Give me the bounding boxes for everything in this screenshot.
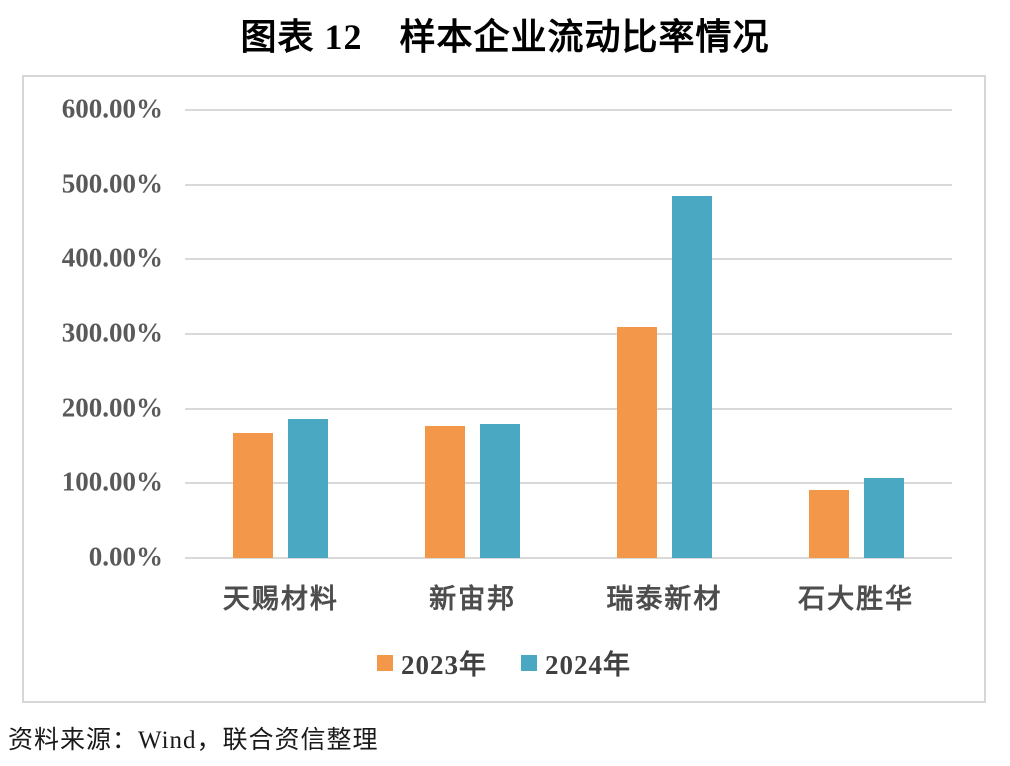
bar-2024年-石大胜华 [863, 478, 904, 558]
legend-swatch-icon [377, 654, 393, 671]
bar-group [185, 110, 377, 558]
gridline [185, 333, 952, 335]
y-tick-label: 100.00% [61, 466, 163, 497]
y-tick-label: 300.00% [61, 317, 163, 348]
legend-label: 2024年 [545, 650, 631, 680]
legend-item: 2023年 [377, 643, 487, 682]
x-tick-label: 石大胜华 [798, 584, 915, 614]
y-tick-label: 0.00% [88, 541, 163, 572]
bar-2023年-新宙邦 [425, 425, 466, 558]
legend: 2023年 2024年 [24, 643, 984, 682]
gridline [185, 407, 952, 410]
legend-item: 2024年 [521, 643, 631, 682]
y-tick-label: 600.00% [61, 93, 163, 124]
bar-2023年-瑞泰新材 [616, 327, 657, 558]
bar-groups [185, 110, 952, 558]
bar-group [377, 110, 569, 558]
y-tick-label: 200.00% [61, 392, 163, 423]
gridline [185, 183, 952, 186]
y-tick-label: 400.00% [61, 242, 163, 273]
bar-2024年-新宙邦 [480, 424, 521, 558]
legend-label: 2023年 [401, 650, 487, 680]
x-axis: 天赐材料 新宙邦 瑞泰新材 石大胜华 [185, 577, 952, 616]
legend-swatch-icon [521, 654, 537, 671]
bar-2023年-天赐材料 [233, 432, 274, 558]
gridline [185, 258, 952, 261]
x-tick-label: 天赐材料 [222, 584, 339, 614]
bar-2024年-天赐材料 [288, 419, 329, 558]
y-tick-label: 500.00% [61, 168, 163, 199]
chart-plot-frame: 0.00% 100.00% 200.00% 300.00% 400.00% 500.00%… [22, 75, 986, 703]
gridline [185, 109, 952, 111]
y-axis: 0.00% 100.00% 200.00% 300.00% 400.00% 500.00%… [24, 94, 163, 572]
gridline [185, 482, 952, 485]
bar-group [760, 110, 952, 558]
bar-2024年-瑞泰新材 [671, 195, 712, 558]
x-tick-label: 新宙邦 [429, 584, 517, 614]
chart-title: 图表 12 样本企业流动比率情况 [240, 17, 770, 57]
plot-area [185, 109, 952, 559]
source-note: 资料来源：Wind，联合资信整理 [8, 727, 379, 754]
bar-group [569, 110, 761, 558]
gridline [185, 557, 952, 559]
x-tick-label: 瑞泰新材 [606, 584, 723, 614]
bar-2023年-石大胜华 [808, 490, 849, 558]
